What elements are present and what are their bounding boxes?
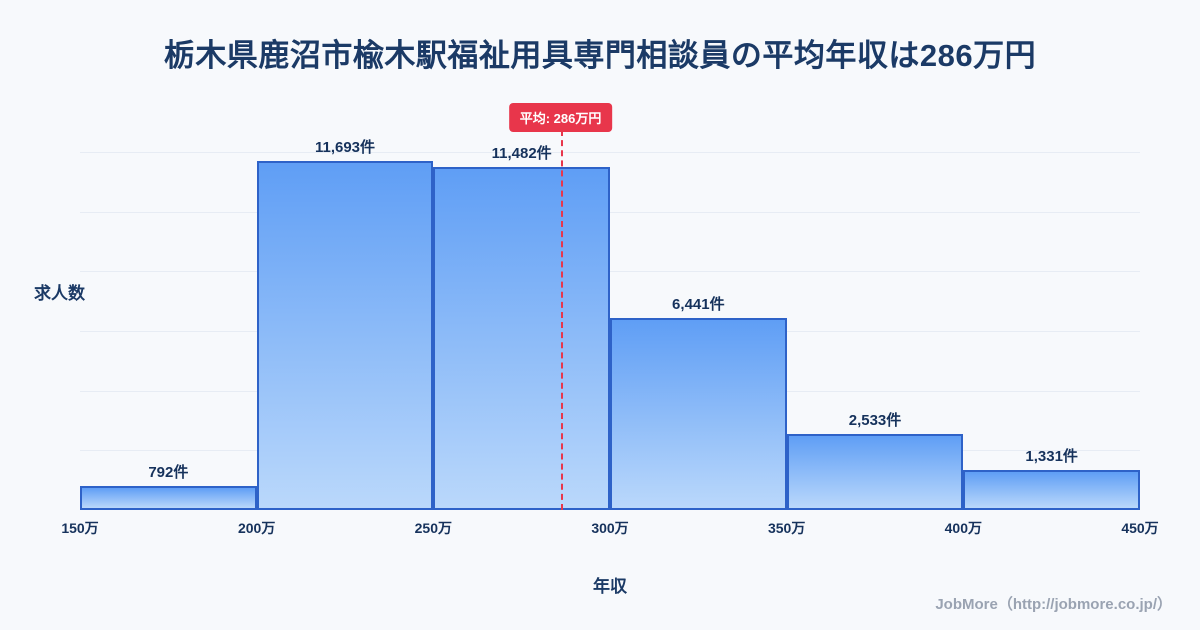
histogram-bar bbox=[786, 434, 964, 510]
bar-value-label: 792件 bbox=[148, 464, 189, 482]
histogram-bar bbox=[80, 486, 257, 510]
histogram-bar bbox=[963, 470, 1140, 510]
average-badge: 平均: 286万円 bbox=[508, 103, 613, 132]
x-tick-label: 250万 bbox=[414, 520, 453, 536]
x-axis-label: 年収 bbox=[593, 577, 627, 596]
gridline bbox=[80, 271, 1140, 273]
gridline bbox=[80, 211, 1140, 213]
histogram-bar bbox=[433, 167, 610, 510]
bar-value-label: 1,331件 bbox=[1025, 448, 1078, 466]
y-axis-label: 求人数 bbox=[34, 284, 85, 303]
x-tick-label: 450万 bbox=[1121, 520, 1159, 536]
plot-area: 792件 11,693件 11,482件 6,441件 2,533件 1,331件 平均:… bbox=[61, 103, 1159, 536]
gridline bbox=[80, 151, 1140, 153]
average-line bbox=[560, 130, 563, 510]
x-tick-label: 150万 bbox=[61, 520, 99, 536]
bar-value-label: 2,533件 bbox=[848, 412, 902, 430]
x-tick-label: 300万 bbox=[591, 520, 629, 536]
histogram-bar bbox=[256, 161, 434, 510]
chart-title: 栃木県鹿沼市楡木駅福祉用具専門相談員の平均年収は286万円 bbox=[163, 38, 1037, 73]
x-tick-label: 400万 bbox=[944, 520, 983, 536]
footer-credit: JobMore（http://jobmore.co.jp/） bbox=[935, 596, 1172, 613]
x-tick-label: 200万 bbox=[237, 520, 276, 536]
x-tick-label: 350万 bbox=[767, 520, 806, 536]
bar-value-label: 11,693件 bbox=[314, 139, 376, 157]
histogram-bar bbox=[610, 317, 787, 510]
bar-value-label: 11,482件 bbox=[491, 145, 552, 163]
bar-value-label: 6,441件 bbox=[672, 295, 725, 313]
